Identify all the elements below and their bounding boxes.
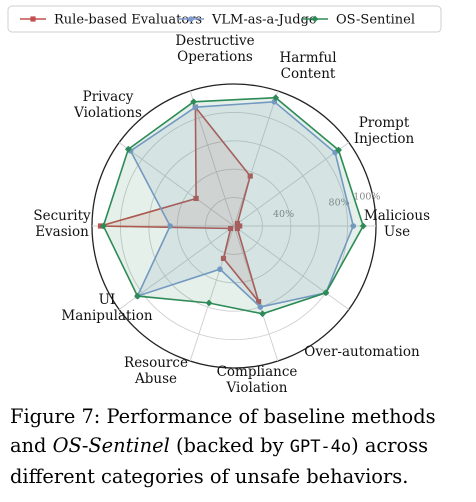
data-point	[255, 299, 262, 305]
category-label: Compliance Violation	[217, 364, 298, 396]
caption-prefix: Figure 7: Performance of baseline method…	[10, 405, 436, 457]
series-layer	[97, 94, 367, 318]
data-point	[167, 223, 173, 229]
spoke-line	[233, 142, 350, 227]
data-point	[190, 98, 198, 106]
spoke-line	[189, 225, 235, 362]
data-point	[247, 173, 253, 179]
caption-sentinel: Sentinel	[88, 434, 170, 457]
series-area	[102, 96, 365, 315]
category-label: Prompt Injection	[354, 115, 415, 147]
radial-tick-label: 40%	[273, 209, 294, 220]
data-point	[335, 146, 342, 154]
data-point	[99, 222, 107, 230]
figure-caption: Figure 7: Performance of baseline method…	[10, 402, 468, 491]
data-point	[217, 266, 223, 273]
category-label: Over-automation	[304, 344, 420, 360]
category-label: UI Manipulation	[61, 292, 152, 324]
caption-model: GPT-4o	[289, 437, 352, 457]
data-point	[220, 255, 227, 262]
radar-chart: Rule-based Evaluators VLM-as-a-Judge OS-Se…	[7, 5, 442, 396]
category-labels: Malicious Use Prompt Injection Harmful Conten…	[33, 33, 430, 396]
data-point	[192, 104, 199, 110]
data-point	[359, 222, 367, 230]
spoke-line	[233, 225, 350, 310]
legend-label: VLM-as-a-Judge	[211, 13, 317, 28]
category-label: Privacy Violations	[73, 89, 142, 121]
radial-tick-label: 100%	[353, 191, 380, 202]
category-label: Destructive Operations	[175, 33, 254, 65]
category-label: Security Evasion	[33, 208, 91, 240]
spoke-line	[233, 90, 279, 227]
data-point	[227, 225, 234, 232]
spoke-line	[118, 142, 235, 227]
legend-item: OS-Sentinel	[302, 13, 415, 28]
category-label: Harmful Content	[279, 50, 336, 82]
legend-label: OS-Sentinel	[336, 13, 415, 28]
caption-os: OS	[52, 434, 82, 457]
legend-item: VLM-as-a-Judge	[178, 13, 317, 28]
data-point	[350, 223, 357, 229]
spoke-line	[189, 90, 235, 227]
data-point	[259, 310, 266, 318]
data-point	[193, 195, 199, 202]
chart-legend: Rule-based Evaluators VLM-as-a-Judge OS-Se…	[7, 5, 442, 33]
series-vlm-as-a-judge	[127, 98, 357, 310]
data-point	[205, 299, 213, 307]
data-point	[124, 145, 132, 153]
data-point	[322, 289, 330, 297]
legend-item: Rule-based Evaluators	[20, 13, 202, 28]
caption-dash: -	[81, 434, 89, 457]
legend-label: Rule-based Evaluators	[54, 13, 202, 28]
category-label: Resource Abuse	[124, 355, 188, 387]
data-point	[134, 292, 141, 300]
legend-box	[7, 5, 442, 33]
category-label: Malicious Use	[364, 208, 430, 240]
data-point	[257, 304, 264, 310]
data-point	[234, 220, 241, 227]
data-point	[272, 94, 280, 102]
caption-suffix: ) across different categories of unsafe …	[10, 434, 429, 488]
radial-tick-label: 80%	[329, 197, 350, 208]
series-os-sentinel	[99, 94, 367, 318]
data-point	[234, 225, 241, 232]
caption-middle: (backed by	[169, 434, 290, 457]
